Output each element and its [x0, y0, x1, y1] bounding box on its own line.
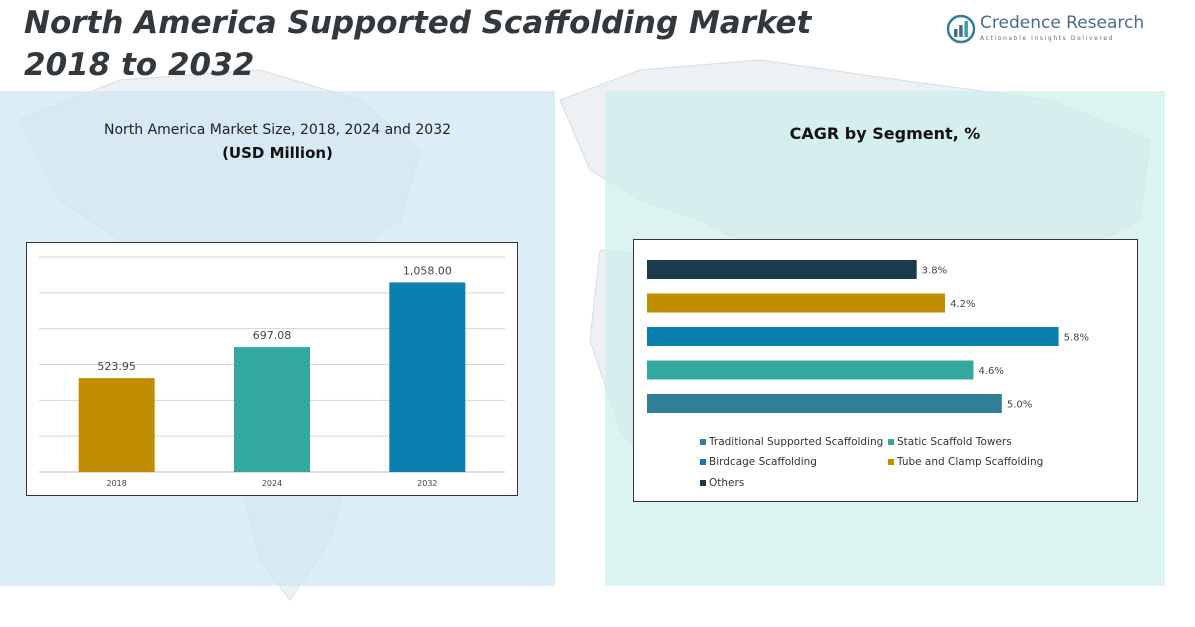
- hbar-value-label: 3.8%: [922, 266, 947, 277]
- legend-label: Traditional Supported Scaffolding: [709, 436, 884, 448]
- hbar-traditional-supported-scaffolding: [647, 394, 1002, 413]
- legend-item: Traditional Supported Scaffolding: [700, 436, 883, 448]
- legend-item: Birdcage Scaffolding: [700, 456, 817, 468]
- bar-2018: [78, 378, 155, 472]
- legend-item: Others: [700, 477, 744, 489]
- logo-name: Credence Research: [980, 13, 1145, 33]
- legend-swatch: [700, 439, 706, 445]
- hbar-tube-and-clamp-scaffolding: [647, 293, 946, 313]
- legend-swatch: [700, 480, 706, 486]
- page-title: North America Supported Scaffolding Mark…: [24, 2, 824, 86]
- legend-label: Birdcage Scaffolding: [709, 456, 817, 468]
- hbar-value-label: 4.6%: [978, 366, 1003, 377]
- title-line-2: 2018 to 2032: [24, 47, 255, 83]
- cagr-chart-title: CAGR by Segment, %: [789, 124, 981, 143]
- x-tick-label: 2024: [262, 479, 282, 488]
- legend-label: Static Scaffold Towers: [897, 436, 1012, 448]
- cagr-chart: 3.8% 4.2% 5.8% 4.6% 5.0%: [633, 239, 1138, 502]
- hbar-others: [647, 260, 917, 279]
- hbar-birdcage-scaffolding: [647, 327, 1059, 346]
- bar-chart-circle-icon: [946, 14, 976, 44]
- market-size-chart-title: North America Market Size, 2018, 2024 an…: [103, 122, 452, 138]
- bar-value-label: 523.95: [97, 360, 136, 373]
- title-line-1: North America Supported Scaffolding Mark…: [24, 5, 812, 41]
- legend-label: Others: [709, 477, 745, 489]
- legend-swatch: [700, 459, 706, 465]
- market-size-bar-chart: 523.95 2018 697.08 2024 1,058.00 2032: [39, 256, 505, 488]
- bar-2024: [234, 347, 310, 472]
- bar-2032: [389, 282, 466, 472]
- bar-value-label: 697.08: [253, 329, 292, 342]
- bar-value-label: 1,058.00: [403, 264, 452, 277]
- hbar-value-label: 5.0%: [1007, 400, 1032, 411]
- hbar-static-scaffold-towers: [647, 360, 974, 380]
- hbar-value-label: 5.8%: [1064, 333, 1089, 344]
- credence-research-logo: Credence Research Actionable Insights De…: [946, 12, 1146, 46]
- cagr-horizontal-bar-chart: 3.8% 4.2% 5.8% 4.6% 5.0%: [647, 260, 1089, 413]
- legend-item: Static Scaffold Towers: [888, 436, 1012, 448]
- x-tick-label: 2018: [106, 479, 126, 488]
- hbar-value-label: 4.2%: [950, 299, 975, 310]
- logo-tagline: Actionable Insights Delivered: [980, 35, 1115, 42]
- market-size-chart: 523.95 2018 697.08 2024 1,058.00 2032: [26, 242, 518, 496]
- legend-label: Tube and Clamp Scaffolding: [897, 456, 1044, 468]
- legend-swatch: [888, 459, 894, 465]
- legend-item: Tube and Clamp Scaffolding: [888, 456, 1043, 468]
- legend-swatch: [888, 439, 894, 445]
- x-tick-label: 2032: [417, 479, 437, 488]
- market-size-chart-subtitle: (USD Million): [222, 144, 333, 162]
